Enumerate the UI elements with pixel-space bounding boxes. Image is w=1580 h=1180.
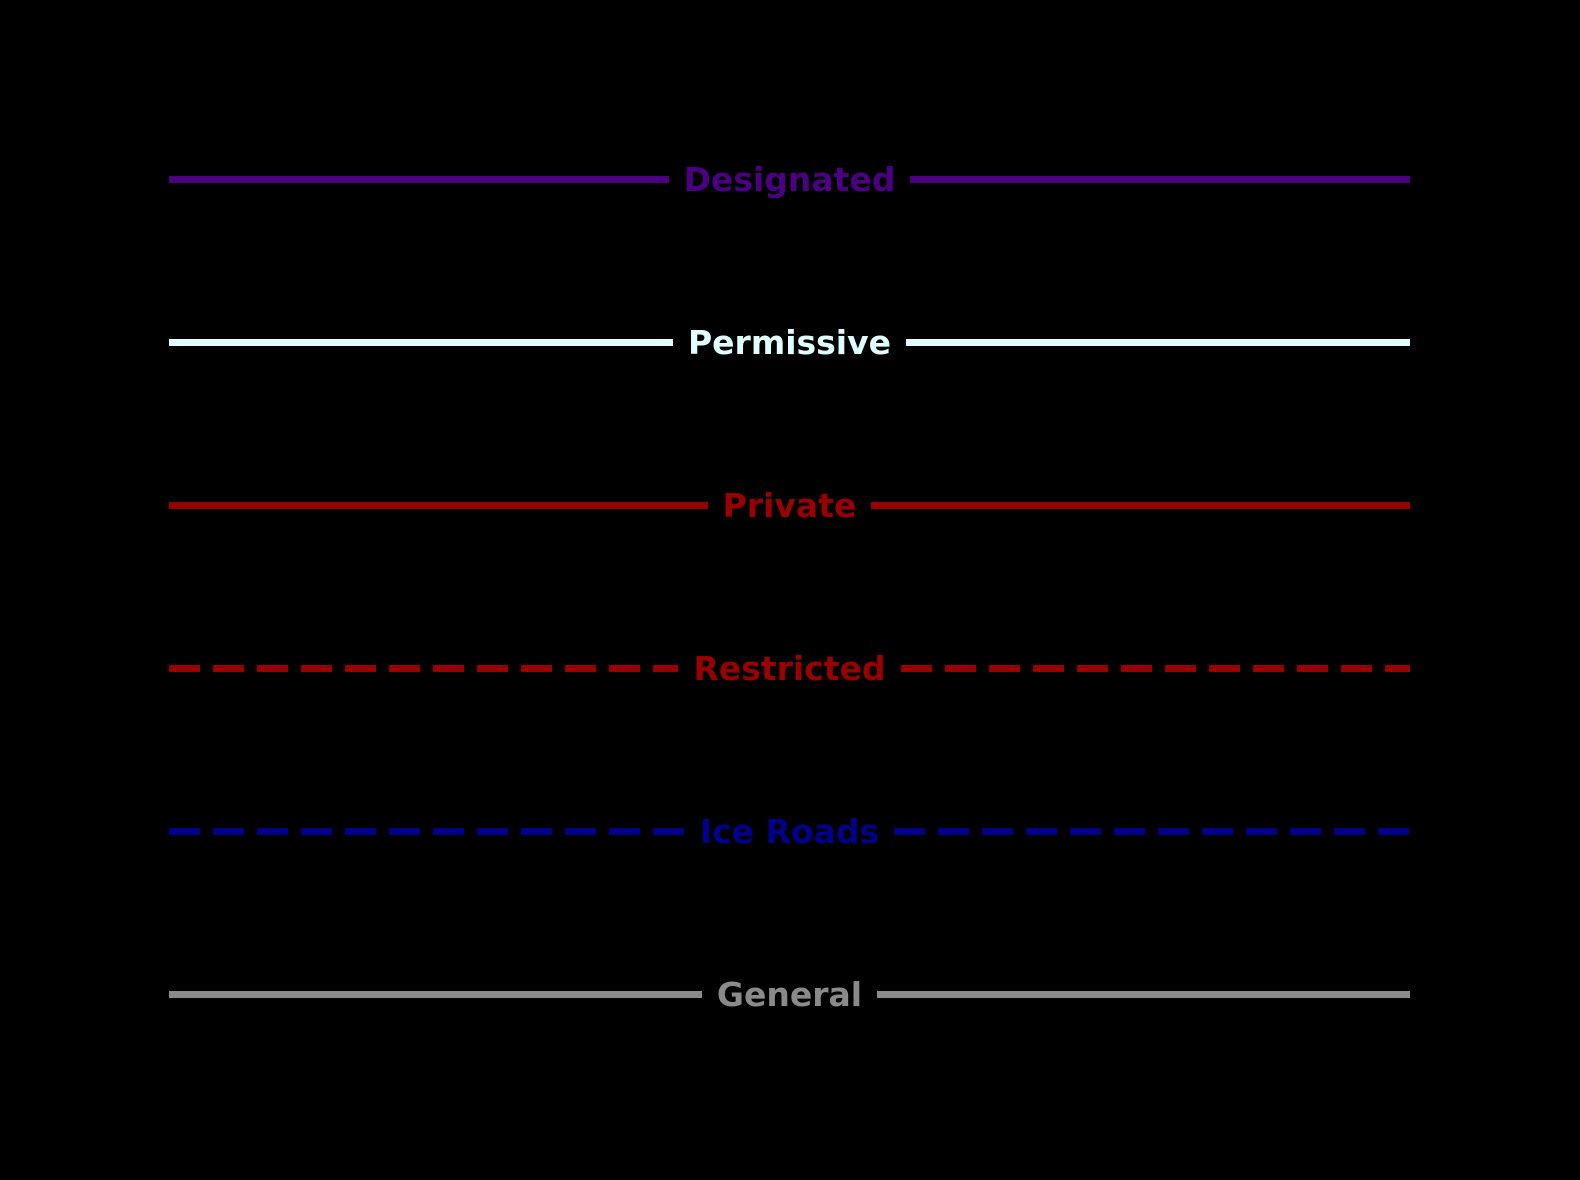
legend-item-label: Designated xyxy=(683,160,896,199)
legend-item-label: Restricted xyxy=(693,649,886,688)
legend-item-label: Ice Roads xyxy=(699,812,880,851)
legend-line-right xyxy=(877,991,1411,998)
legend-line-left xyxy=(169,502,708,509)
legend-item-private: Private xyxy=(169,424,1410,587)
legend-line-right xyxy=(894,828,1411,835)
legend-item-general: General xyxy=(169,913,1411,1076)
legend-item-ice-roads: Ice Roads xyxy=(169,750,1411,913)
legend-item-label: Private xyxy=(722,486,857,525)
legend: Designated Permissive Private Restricted… xyxy=(169,98,1411,1076)
legend-item-designated: Designated xyxy=(169,98,1411,261)
legend-item-permissive: Permissive xyxy=(169,261,1410,424)
legend-line-right xyxy=(906,339,1410,346)
legend-line-left xyxy=(169,665,679,672)
legend-item-label: General xyxy=(716,975,863,1014)
legend-line-left xyxy=(169,176,669,183)
legend-line-left xyxy=(169,991,702,998)
legend-line-right xyxy=(871,502,1410,509)
legend-item-restricted: Restricted xyxy=(169,587,1411,750)
legend-line-left xyxy=(169,339,673,346)
legend-line-right xyxy=(900,665,1411,672)
legend-line-left xyxy=(169,828,685,835)
legend-line-right xyxy=(910,176,1411,183)
legend-item-label: Permissive xyxy=(687,323,892,362)
